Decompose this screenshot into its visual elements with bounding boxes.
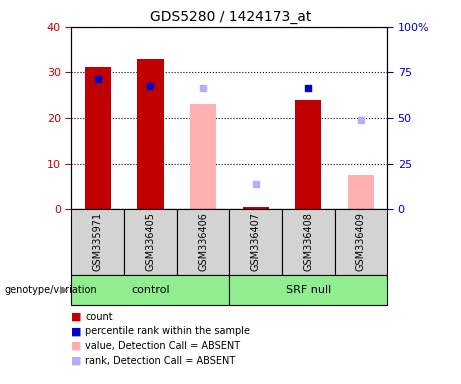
Bar [282,209,335,275]
Bar [137,59,164,209]
Text: ▶: ▶ [60,285,68,295]
Text: GSM336405: GSM336405 [145,212,155,271]
Text: GSM336407: GSM336407 [251,212,260,271]
Text: control: control [131,285,170,295]
Text: percentile rank within the sample: percentile rank within the sample [85,326,250,336]
Bar [229,209,282,275]
Bar [335,209,387,275]
Text: GDS5280 / 1424173_at: GDS5280 / 1424173_at [150,10,311,23]
Bar [71,275,229,305]
Text: GSM335971: GSM335971 [93,212,103,271]
Text: GSM336406: GSM336406 [198,212,208,271]
Bar [242,207,269,209]
Bar [124,209,177,275]
Bar [295,100,321,209]
Bar [177,209,229,275]
Text: ■: ■ [71,356,82,366]
Text: value, Detection Call = ABSENT: value, Detection Call = ABSENT [85,341,240,351]
Bar [348,175,374,209]
Bar [190,104,216,209]
Bar [229,275,387,305]
Text: ■: ■ [71,312,82,322]
Text: GSM336408: GSM336408 [303,212,313,271]
Text: rank, Detection Call = ABSENT: rank, Detection Call = ABSENT [85,356,236,366]
Text: count: count [85,312,113,322]
Text: GSM336409: GSM336409 [356,212,366,271]
Text: genotype/variation: genotype/variation [5,285,97,295]
Bar [71,209,124,275]
Bar [85,67,111,209]
Text: SRF null: SRF null [286,285,331,295]
Text: ■: ■ [71,326,82,336]
Text: ■: ■ [71,341,82,351]
